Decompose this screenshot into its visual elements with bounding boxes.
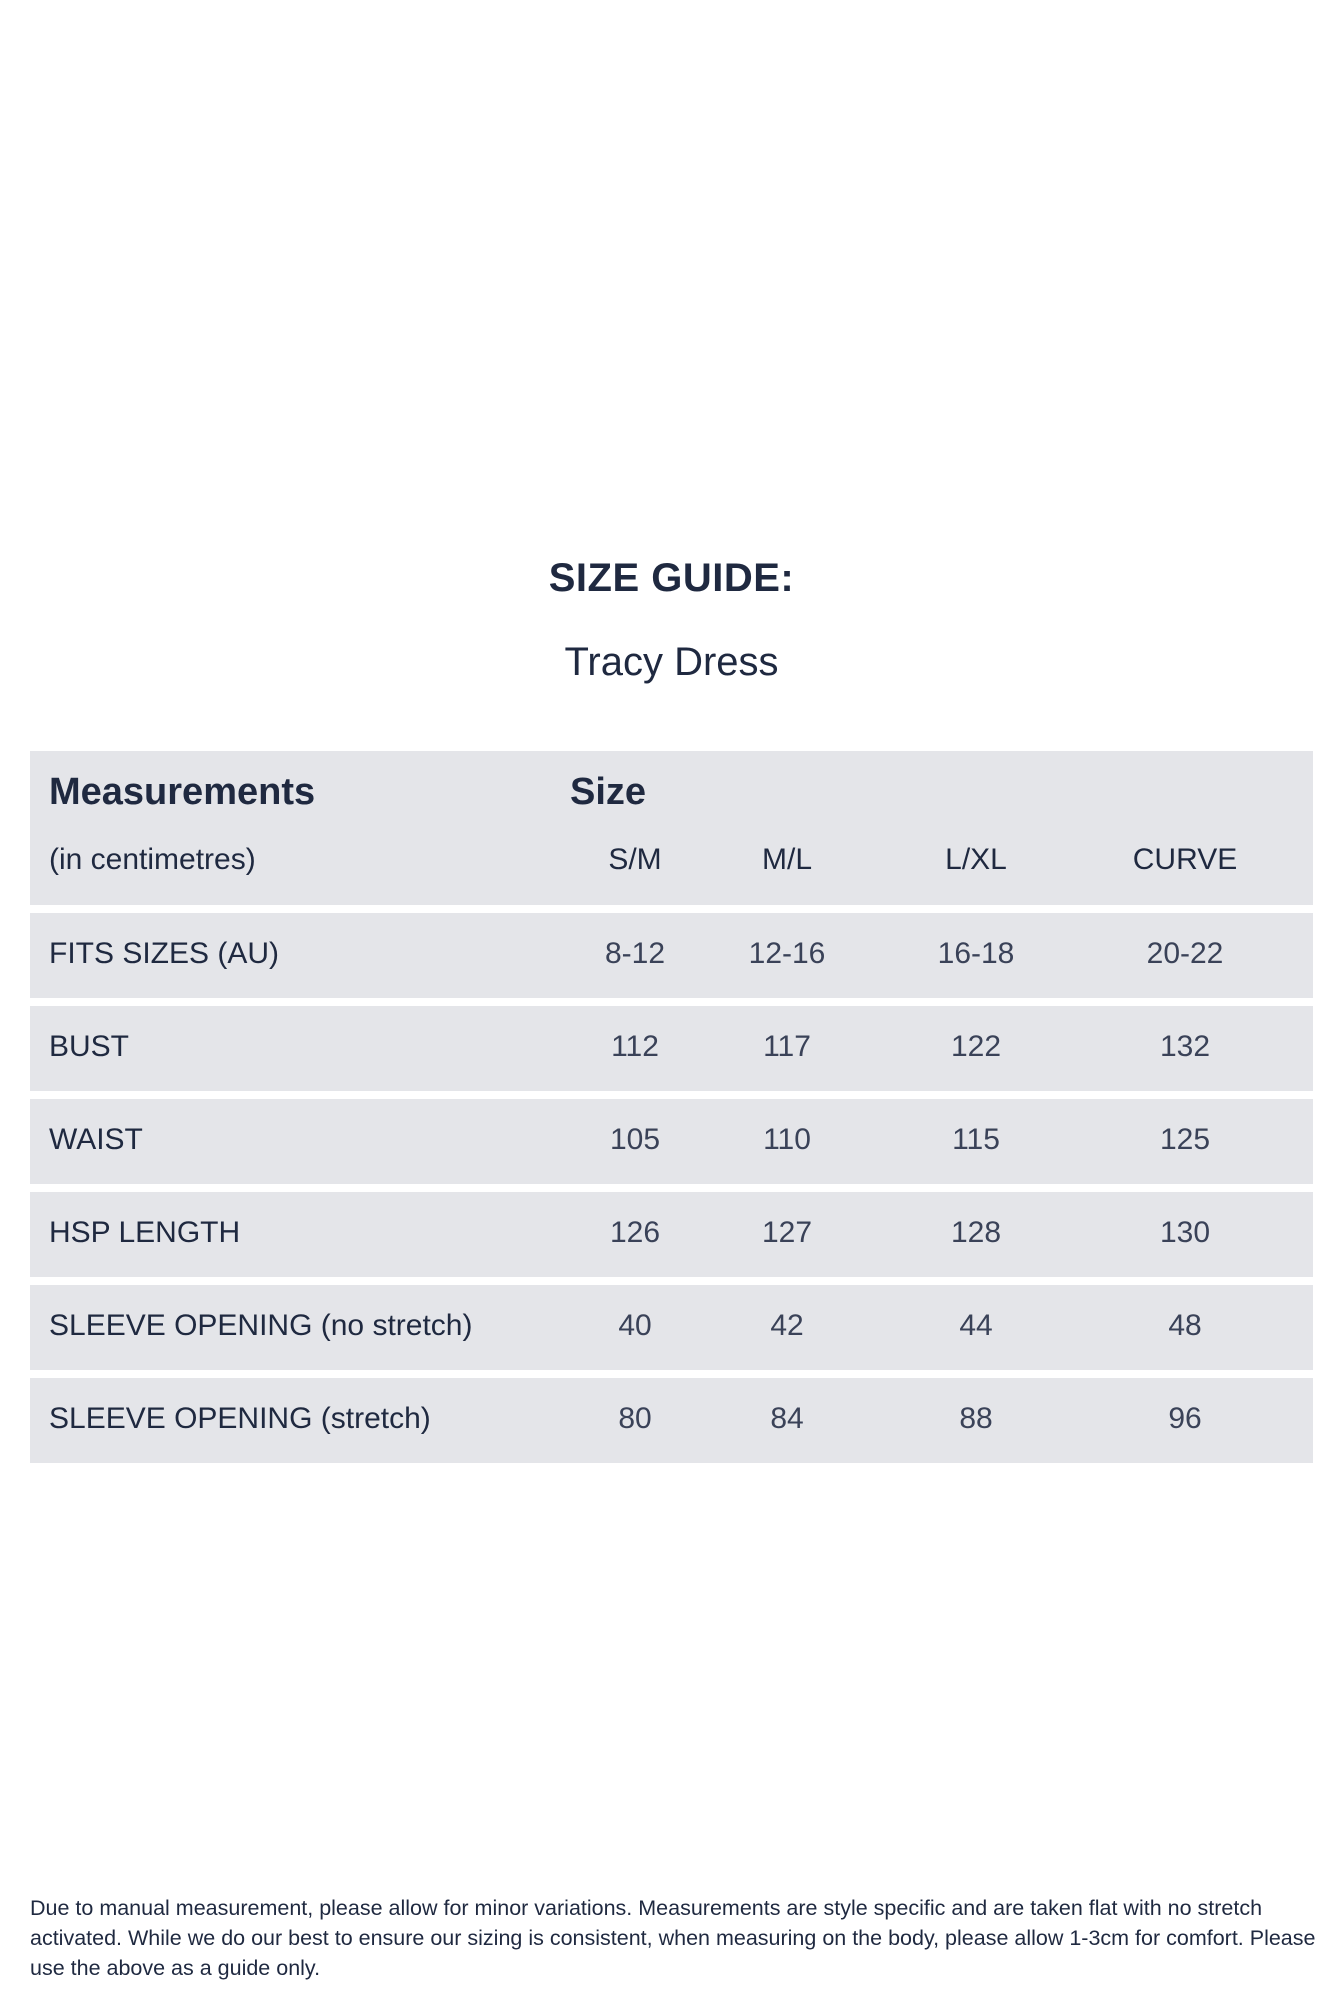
size-header: Size <box>570 771 647 813</box>
column-header: L/XL <box>945 843 1007 876</box>
row-value: 48 <box>1168 1309 1202 1342</box>
row-value: 130 <box>1159 1216 1211 1249</box>
page-title: SIZE GUIDE: <box>548 556 795 600</box>
row-value: 105 <box>609 1123 661 1156</box>
row-value: 8-12 <box>604 937 666 970</box>
row-value: 122 <box>950 1030 1002 1063</box>
row-label: BUST <box>49 1030 130 1063</box>
table-row: HSP LENGTH 126 127 128 130 <box>30 1192 1313 1277</box>
disclaimer-text: Due to manual measurement, please allow … <box>30 1896 1316 1980</box>
table-row: BUST 112 117 122 132 <box>30 1006 1313 1091</box>
row-label: SLEEVE OPENING (stretch) <box>49 1402 431 1435</box>
size-table: Measurements (in centimetres) Size S/M M… <box>30 751 1313 1463</box>
table-row: WAIST 105 110 115 125 <box>30 1099 1313 1184</box>
row-value: 12-16 <box>748 937 826 970</box>
row-value: 110 <box>763 1123 811 1156</box>
row-value: 44 <box>959 1309 993 1342</box>
table-row: SLEEVE OPENING (stretch) 80 84 88 96 <box>30 1378 1313 1463</box>
row-value: 80 <box>618 1402 652 1435</box>
row-value: 125 <box>1159 1123 1211 1156</box>
row-value: 96 <box>1168 1402 1202 1435</box>
row-value: 112 <box>611 1030 659 1063</box>
row-value: 84 <box>770 1402 804 1435</box>
row-value: 132 <box>1159 1030 1211 1063</box>
row-value: 88 <box>959 1402 993 1435</box>
row-value: 40 <box>618 1309 652 1342</box>
column-header: CURVE <box>1132 843 1238 876</box>
column-header: M/L <box>761 843 813 876</box>
row-value: 127 <box>761 1216 813 1249</box>
row-value: 126 <box>609 1216 661 1249</box>
row-value: 115 <box>952 1123 1000 1156</box>
measurements-header: Measurements <box>49 771 316 813</box>
row-value: 128 <box>950 1216 1002 1249</box>
row-label: WAIST <box>49 1123 143 1156</box>
row-label: HSP LENGTH <box>49 1216 241 1249</box>
column-header: S/M <box>608 843 662 876</box>
row-label: FITS SIZES (AU) <box>49 937 280 970</box>
row-value: 20-22 <box>1146 937 1224 970</box>
product-name: Tracy Dress <box>564 640 779 684</box>
table-row: SLEEVE OPENING (no stretch) 40 42 44 48 <box>30 1285 1313 1370</box>
row-value: 42 <box>770 1309 804 1342</box>
row-label: SLEEVE OPENING (no stretch) <box>49 1309 473 1342</box>
table-header: Measurements (in centimetres) Size S/M M… <box>30 751 1313 905</box>
row-value: 16-18 <box>937 937 1015 970</box>
row-value: 117 <box>763 1030 811 1063</box>
unit-note: (in centimetres) <box>49 843 256 876</box>
table-row: FITS SIZES (AU) 8-12 12-16 16-18 20-22 <box>30 913 1313 998</box>
